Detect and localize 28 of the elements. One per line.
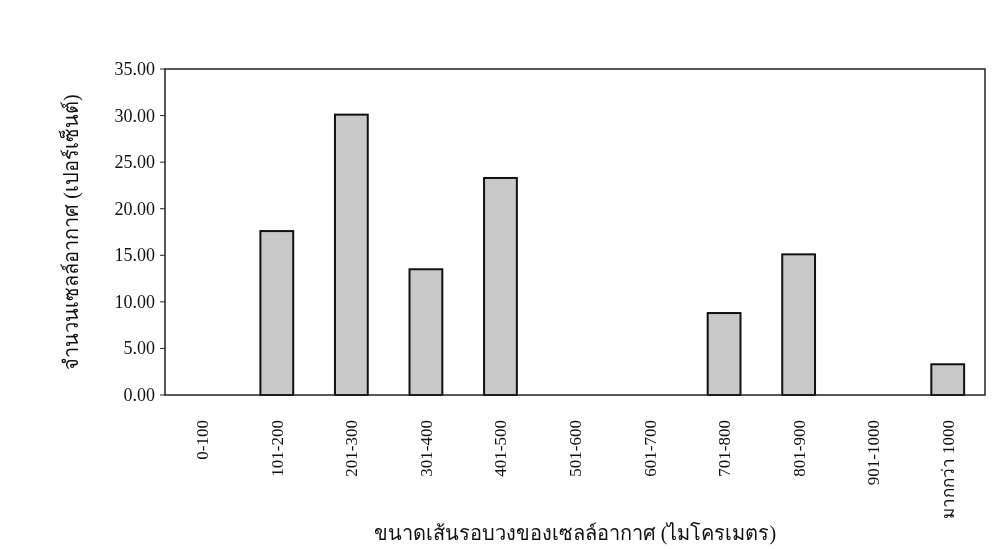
x-tick-label: 901-1000 — [864, 420, 884, 486]
y-axis-title: จำนวนเซลล์อากาศ (เปอร์เซ็นต์) — [58, 94, 83, 370]
x-tick-label: มากกว่า 1000 — [938, 420, 958, 520]
bar — [706, 312, 742, 396]
y-tick-label: 35.00 — [114, 59, 155, 79]
x-tick-label: 101-200 — [267, 420, 287, 477]
bar — [781, 253, 817, 396]
bar — [930, 363, 966, 396]
y-tick-label: 15.00 — [114, 245, 155, 266]
x-tick-label: 501-600 — [566, 420, 585, 477]
x-tick-label: 301-400 — [416, 420, 436, 477]
y-tick-label: 25.00 — [114, 152, 155, 173]
y-tick-label: 30.00 — [114, 105, 155, 126]
x-tick-label: 701-800 — [715, 420, 735, 477]
x-tick-label: 201-300 — [342, 420, 362, 477]
bar — [408, 268, 444, 396]
x-tick-label: 601-700 — [640, 420, 660, 477]
y-tick-label: 20.00 — [114, 198, 155, 219]
bar — [483, 176, 518, 396]
x-tick-label: 0-100 — [193, 420, 213, 460]
bar — [333, 113, 369, 396]
x-tick-label: 801-900 — [789, 420, 809, 477]
x-axis-title: ขนาดเส้นรอบวงของเซลล์อากาศ (ไมโครเมตร) — [373, 522, 777, 545]
y-tick-label: 5.00 — [123, 338, 155, 359]
bar — [259, 230, 295, 396]
y-tick-label: 0.00 — [123, 385, 155, 405]
x-tick-label: 401-500 — [491, 420, 511, 477]
y-tick-label: 10.00 — [114, 291, 155, 312]
